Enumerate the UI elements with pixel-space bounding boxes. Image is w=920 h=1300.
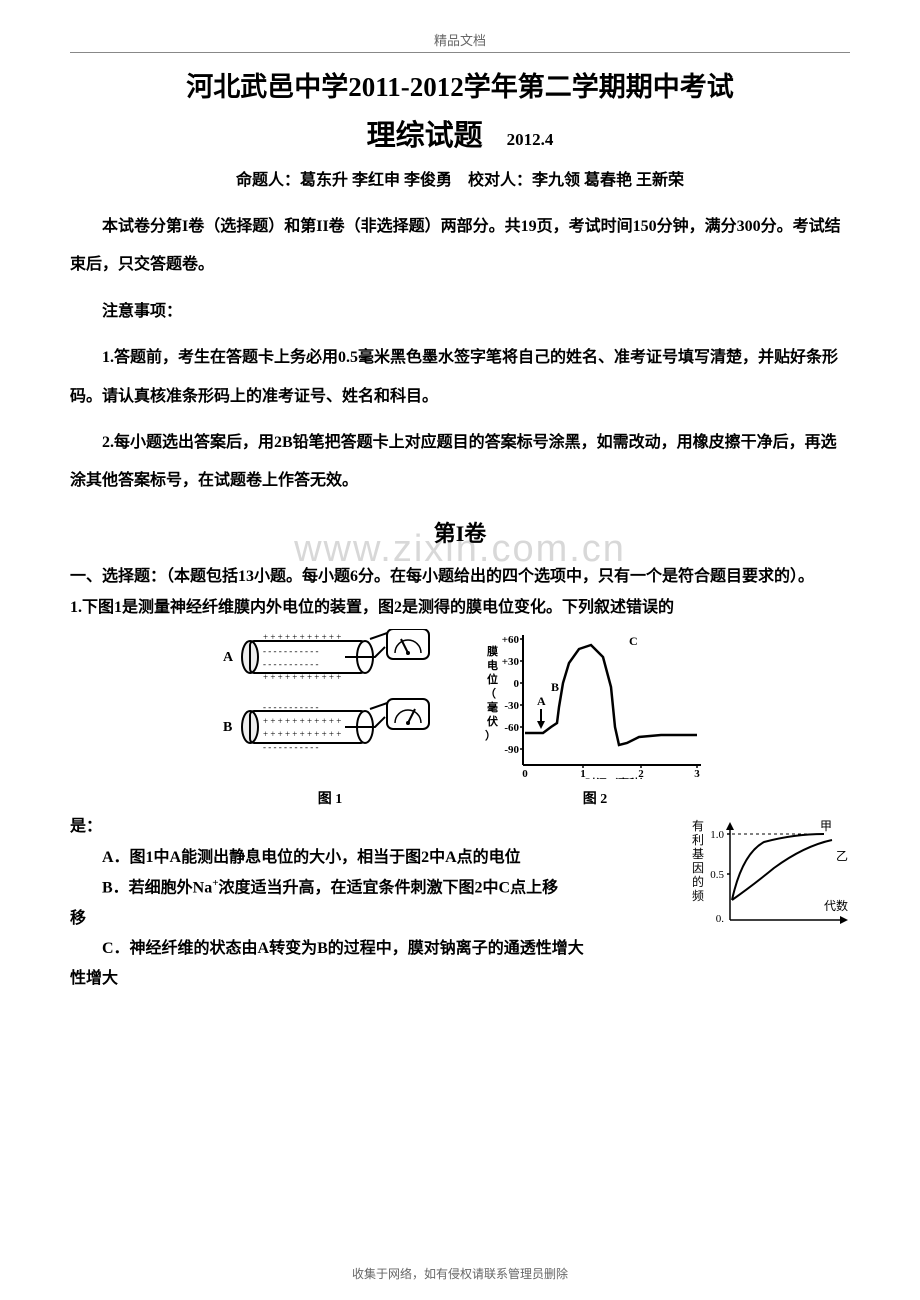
svg-text:利: 利 xyxy=(692,833,704,847)
svg-text:（: （ xyxy=(485,687,496,700)
title-sub: 理综试题 xyxy=(367,120,483,152)
svg-text:+ + + + + + + + + + +: + + + + + + + + + + + xyxy=(263,672,341,682)
svg-text:毫: 毫 xyxy=(487,700,498,714)
svg-text:因: 因 xyxy=(692,861,704,875)
svg-text:A: A xyxy=(223,650,234,665)
header-divider xyxy=(70,52,850,53)
figure-1-box: A + + + + + + + + + + + + + + + + + + + … xyxy=(215,629,445,808)
figures-container: A + + + + + + + + + + + + + + + + + + + … xyxy=(70,629,850,808)
svg-text:- - - - - - - - - - -: - - - - - - - - - - - xyxy=(263,659,318,669)
footer-text: 收集于网络，如有侵权请联系管理员删除 xyxy=(352,1265,568,1282)
svg-text:0: 0 xyxy=(514,678,520,690)
svg-text:+60: +60 xyxy=(502,634,520,646)
svg-text:0: 0 xyxy=(522,768,528,779)
inline-chart-3: 1.0 0.5 0. 甲 乙 代数 有 利 基 因 xyxy=(690,812,860,957)
svg-text:乙: 乙 xyxy=(836,849,848,863)
svg-text:+30: +30 xyxy=(502,656,520,668)
options-area: 是： A．图1中A能测出静息电位的大小，相当于图2中A点的电位 B．若细胞外Na… xyxy=(70,812,850,995)
svg-text:-30: -30 xyxy=(504,700,519,712)
volume-title: 第I卷 xyxy=(70,516,850,548)
svg-text:电: 电 xyxy=(487,658,498,672)
svg-text:位: 位 xyxy=(487,672,498,686)
svg-text:基: 基 xyxy=(692,847,704,861)
svg-text:0.: 0. xyxy=(716,913,725,925)
svg-text:0.5: 0.5 xyxy=(710,869,724,881)
figure-1-svg: A + + + + + + + + + + + + + + + + + + + … xyxy=(215,629,445,779)
title-main: 河北武邑中学2011-2012学年第二学期期中考试 xyxy=(70,65,850,104)
svg-text:1.0: 1.0 xyxy=(710,829,724,841)
svg-text:C: C xyxy=(629,634,638,648)
figure-2-label: 图 2 xyxy=(485,788,705,808)
title-sub-line: 理综试题 2012.4 xyxy=(70,112,850,154)
svg-text:+ + + + + + + + + + +: + + + + + + + + + + + xyxy=(263,729,341,739)
title-date: 2012.4 xyxy=(507,130,554,149)
svg-text:- - - - - - - - - - -: - - - - - - - - - - - xyxy=(263,702,318,712)
svg-text:-90: -90 xyxy=(504,744,519,756)
figure-2-box: +60 +30 0 -30 -60 -90 xyxy=(485,629,705,808)
chart-3-svg: 1.0 0.5 0. 甲 乙 代数 有 利 基 因 xyxy=(690,812,860,952)
svg-text:- - - - - - - - - - -: - - - - - - - - - - - xyxy=(263,742,318,752)
svg-text:）: ） xyxy=(485,729,496,742)
question-1-stem: 1.下图1是测量神经纤维膜内外电位的装置，图2是测得的膜电位变化。下列叙述错误的 xyxy=(70,594,850,621)
svg-text:膜: 膜 xyxy=(487,644,498,658)
svg-text:有: 有 xyxy=(692,819,704,833)
section-heading: 一、选择题：（本题包括13小题。每小题6分。在每小题给出的四个选项中，只有一个是… xyxy=(70,563,850,590)
figure-2-svg: +60 +30 0 -30 -60 -90 xyxy=(485,629,705,779)
figure-1-label: 图 1 xyxy=(215,788,445,808)
svg-text:伏: 伏 xyxy=(487,714,498,728)
notice-1: 1.答题前，考生在答题卡上务必用0.5毫米黑色墨水签字笔将自己的姓名、准考证号填… xyxy=(70,339,850,416)
svg-text:频: 频 xyxy=(692,889,704,903)
svg-text:+ + + + + + + + + + +: + + + + + + + + + + + xyxy=(263,716,341,726)
authors-line: 命题人：葛东升 李红申 李俊勇 校对人：李九领 葛春艳 王新荣 xyxy=(70,166,850,190)
option-b-part2: 浓度适当升高，在适宜条件刺激下图2中C点上移 xyxy=(219,879,559,896)
svg-text:3: 3 xyxy=(694,768,700,779)
svg-text:-60: -60 xyxy=(504,722,519,734)
svg-text:- - - - - - - - - - -: - - - - - - - - - - - xyxy=(263,646,318,656)
svg-text:A: A xyxy=(537,694,546,708)
svg-text:+ + + + + + + + + + +: + + + + + + + + + + + xyxy=(263,632,341,642)
header-small-text: 精品文档 xyxy=(70,30,850,49)
notice-2: 2.每小题选出答案后，用2B铅笔把答题卡上对应题目的答案标号涂黑，如需改动，用橡… xyxy=(70,424,850,501)
svg-text:B: B xyxy=(223,720,232,735)
svg-text:的: 的 xyxy=(692,874,704,889)
svg-text:代数: 代数 xyxy=(824,898,848,913)
notice-label: 注意事项： xyxy=(70,293,850,331)
svg-text:甲: 甲 xyxy=(820,819,832,833)
option-b-part1: B．若细胞外Na xyxy=(102,879,212,896)
svg-text:B: B xyxy=(551,680,559,694)
option-c2: 性增大 xyxy=(70,964,850,994)
intro-paragraph-1: 本试卷分第I卷（选择题）和第II卷（非选择题）两部分。共19页，考试时间150分… xyxy=(70,208,850,285)
